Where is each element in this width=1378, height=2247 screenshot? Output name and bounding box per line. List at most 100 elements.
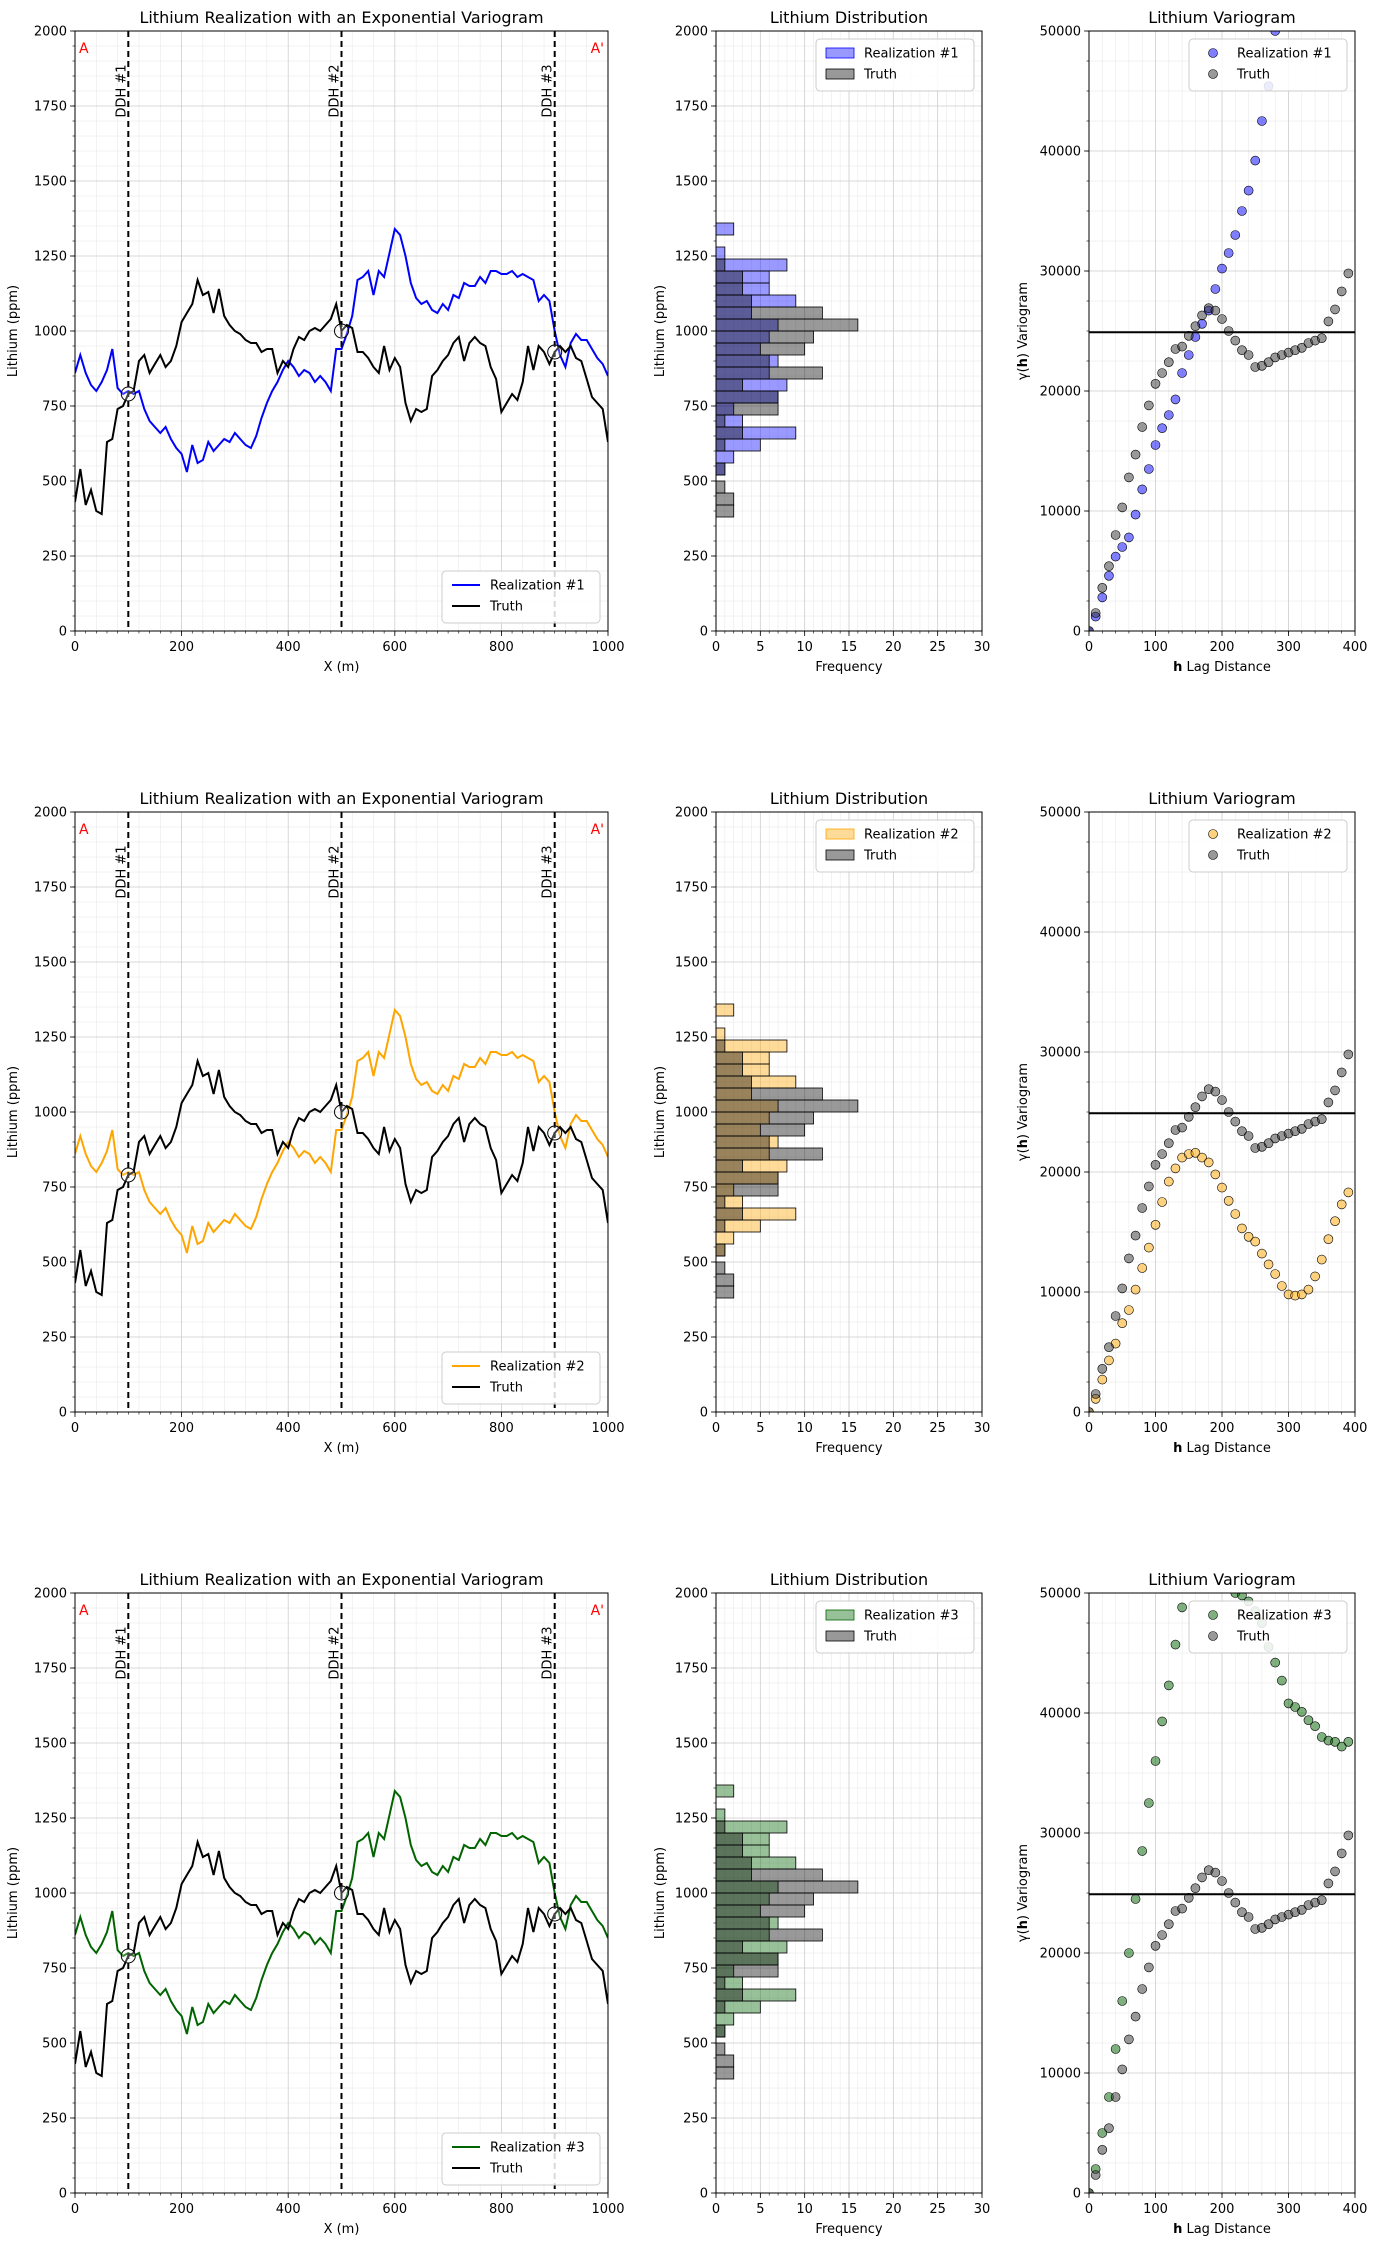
variogram-point — [1090, 2170, 1101, 2180]
legend-label: Realization #3 — [490, 2141, 585, 2156]
histogram-bar — [716, 1784, 735, 1798]
variogram-point — [1124, 2034, 1134, 2045]
variogram-point — [1290, 1702, 1300, 1712]
variogram-point — [1190, 321, 1201, 332]
variogram-point — [1230, 1209, 1241, 1219]
variogram-point — [1097, 1374, 1108, 1385]
variogram-point — [1177, 1903, 1187, 1914]
variogram-point — [1110, 2044, 1121, 2054]
y-tick-label: 20000 — [1040, 385, 1081, 400]
y-tick-label: 2000 — [675, 1587, 708, 1602]
variogram-point — [1250, 1236, 1261, 1247]
x-tick-label: 5 — [756, 1421, 764, 1436]
legend: Realization #2 Truth — [441, 1351, 601, 1405]
variogram-point — [1297, 1905, 1307, 1915]
variogram-point — [1183, 350, 1194, 360]
y-tick-label: 1000 — [34, 325, 67, 340]
y-tick-label: 750 — [683, 1181, 708, 1196]
variogram-point — [1204, 1517, 1213, 1526]
x-tick-label: 30 — [974, 1421, 991, 1436]
histogram-bar — [716, 1880, 859, 1894]
variogram-point — [1263, 1919, 1274, 1929]
x-tick-label: 25 — [929, 640, 946, 655]
variogram-point — [1263, 1259, 1274, 1270]
variogram-point — [1157, 423, 1167, 434]
series-line-realization-3 — [75, 1788, 608, 2035]
variogram-point — [1210, 1169, 1221, 1180]
section-label-start: A — [79, 822, 89, 838]
histogram-bar — [716, 378, 744, 392]
legend-label: Truth — [863, 849, 897, 864]
y-axis-label: Lithium (ppm) — [653, 1847, 668, 1939]
x-tick-label: 800 — [489, 640, 514, 655]
histogram-bar — [716, 1075, 752, 1089]
y-tick-label: 0 — [700, 625, 708, 640]
x-axis-label: h Lag Distance — [1173, 1441, 1271, 1456]
variogram-point — [1277, 1675, 1287, 1686]
x-tick-label: 100 — [1143, 2202, 1168, 2217]
y-tick-label: 250 — [42, 550, 67, 565]
series-line-realization-2 — [75, 1007, 608, 1254]
x-tick-label: 400 — [1343, 640, 1368, 655]
legend: Realization #1 Truth — [441, 570, 601, 624]
well-label: DDH #3 — [541, 845, 556, 898]
x-tick-label: 100 — [1143, 1421, 1168, 1436]
histogram-bar — [716, 2012, 735, 2026]
y-tick-label: 1750 — [675, 100, 708, 115]
histogram-bar — [716, 492, 735, 506]
well-sample-marker — [547, 1125, 563, 1141]
y-tick-label: 1000 — [675, 1106, 708, 1121]
variogram-point — [1198, 1493, 1207, 1502]
panels: DDH #1 DDH #2 DDH #3A A'0 200 400 600 800 100002… — [6, 8, 1368, 2237]
histogram-bar — [716, 1243, 726, 1257]
variogram-point — [1303, 1715, 1314, 1725]
y-tick-label: 250 — [42, 1331, 67, 1346]
histogram-bar — [716, 1207, 797, 1221]
y-tick-label: 250 — [683, 2112, 708, 2127]
variogram-point — [1164, 1176, 1174, 1187]
variogram-point — [1336, 1848, 1347, 1859]
section-panel-row1: DDH #1 DDH #2 DDH #3 A A' 0 200 400 600 800 1000 0 2… — [6, 8, 625, 675]
x-tick-label: 0 — [71, 1421, 79, 1436]
variogram-point — [1336, 1199, 1347, 1210]
y-tick-label: 1500 — [675, 175, 708, 190]
x-tick-label: 0 — [71, 640, 79, 655]
legend-marker-swatch — [1208, 48, 1218, 58]
series-line-realization-1 — [75, 226, 608, 473]
y-tick-label: 250 — [42, 2112, 67, 2127]
histogram-bar — [716, 1832, 744, 1846]
legend-label: Realization #1 — [1237, 47, 1332, 62]
variogram-point — [1243, 1232, 1254, 1242]
variogram-point — [1330, 1737, 1340, 1747]
histogram-bar — [716, 1147, 823, 1161]
variogram-point — [1243, 1912, 1254, 1922]
legend-marker-swatch — [1208, 1631, 1218, 1641]
well-label: DDH #1 — [114, 845, 129, 898]
legend-box — [1188, 1600, 1348, 1654]
section-label-start: A — [79, 41, 89, 57]
variogram-point — [1150, 1160, 1161, 1170]
variogram-point — [1263, 357, 1274, 368]
x-tick-label: 300 — [1276, 2202, 1301, 2217]
y-tick-label: 750 — [42, 1181, 67, 1196]
legend-label: Truth — [1236, 849, 1270, 864]
x-tick-label: 600 — [382, 2202, 407, 2217]
histogram-bar — [716, 1171, 779, 1185]
well-sample-marker — [547, 1906, 563, 1922]
x-tick-label: 200 — [1210, 2202, 1235, 2217]
well-sample-marker — [120, 386, 136, 402]
histogram-bar — [716, 1135, 770, 1149]
variogram-point — [1130, 1284, 1141, 1295]
histogram-bar — [716, 426, 797, 440]
histogram-bar — [716, 1820, 788, 1834]
y-tick-label: 10000 — [1040, 1286, 1081, 1301]
variogram-point — [1297, 1707, 1307, 1717]
x-tick-label: 10 — [796, 2202, 813, 2217]
legend-label: Realization #3 — [864, 1609, 959, 1624]
variogram-point — [1097, 592, 1108, 603]
variogram-point — [1144, 400, 1154, 411]
y-tick-label: 20000 — [1040, 1166, 1081, 1181]
histogram-bar — [716, 1039, 788, 1053]
legend-label: Realization #2 — [864, 828, 959, 843]
variogram-panel-row1: 0 100 200 300 400 0 10000 20000 30000 40000 50000 L… — [1016, 8, 1368, 675]
